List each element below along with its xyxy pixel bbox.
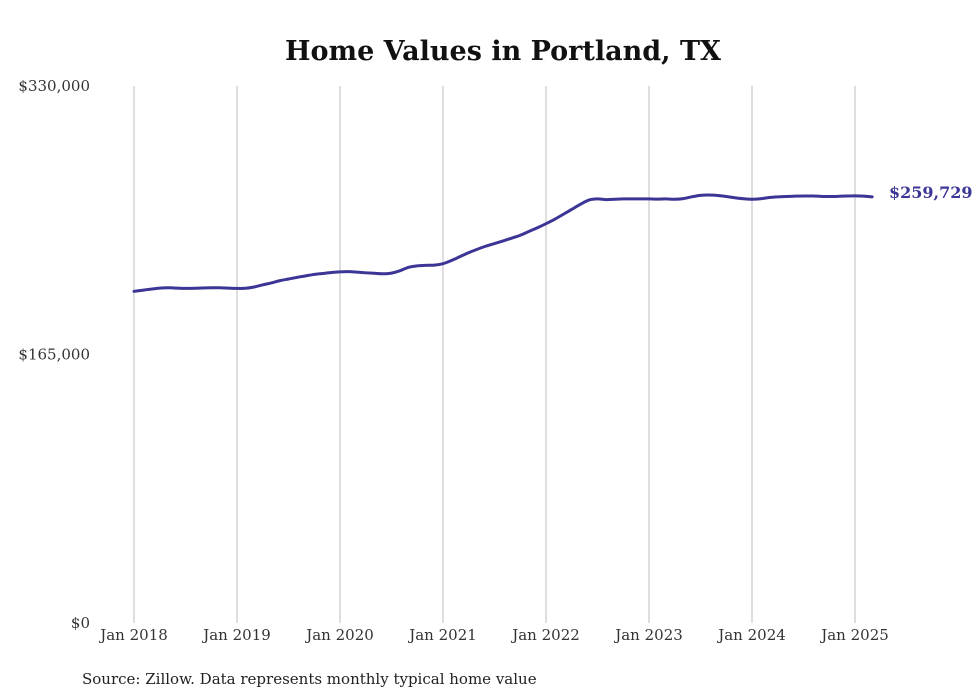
x-tick-label: Jan 2024 [716,626,786,644]
last-value-label: $259,729 [889,183,973,202]
x-tick-label: Jan 2021 [407,626,477,644]
source-note: Source: Zillow. Data represents monthly … [82,670,537,688]
y-tick-label: $165,000 [18,346,90,364]
y-tick-label: $0 [71,614,90,632]
y-tick-label: $330,000 [18,77,90,95]
x-tick-label: Jan 2018 [98,626,168,644]
x-tick-label: Jan 2019 [201,626,271,644]
series-layer [132,193,874,293]
x-tick-label: Jan 2022 [510,626,580,644]
x-tick-label: Jan 2025 [819,626,889,644]
chart-title: Home Values in Portland, TX [285,36,721,67]
x-axis-tick-labels: Jan 2018 Jan 2019 Jan 2020 Jan 2021 Jan 2022… [98,626,889,644]
y-axis-tick-labels: $0 $165,000 $330,000 [18,77,90,632]
home-value-series-line [132,193,874,293]
x-tick-label: Jan 2020 [304,626,374,644]
vertical-gridlines [133,86,856,623]
x-tick-label: Jan 2023 [613,626,683,644]
